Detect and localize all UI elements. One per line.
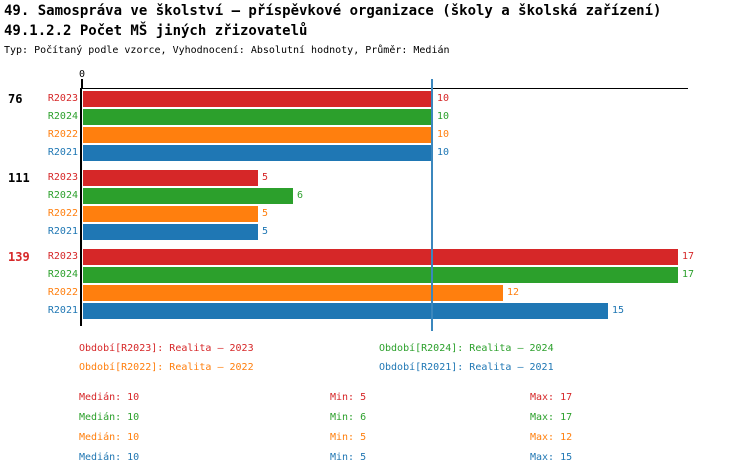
bar-value-label: 10 bbox=[437, 129, 450, 140]
stat-median-r2022: Medián: 10 bbox=[79, 432, 140, 443]
stat-max-r2021: Max: 15 bbox=[530, 452, 573, 463]
bar-value-label: 15 bbox=[612, 305, 625, 316]
bar-r2024 bbox=[83, 109, 433, 125]
bar-value-label: 5 bbox=[262, 172, 269, 183]
bar-series-label: R2021 bbox=[47, 226, 78, 237]
group-label: 139 bbox=[8, 250, 30, 264]
stat-min-r2023: Min: 5 bbox=[330, 392, 367, 403]
bar-value-label: 17 bbox=[682, 251, 695, 262]
bar-series-label: R2024 bbox=[47, 190, 78, 201]
bar-r2021 bbox=[83, 303, 608, 319]
bar-value-label: 10 bbox=[437, 111, 450, 122]
x-axis-line bbox=[82, 88, 688, 89]
bar-value-label: 17 bbox=[682, 269, 695, 280]
group-label: 111 bbox=[8, 171, 30, 185]
bar-series-label: R2022 bbox=[47, 129, 78, 140]
report-title-line2: 49.1.2.2 Počet MŠ jiných zřizovatelů bbox=[4, 23, 308, 39]
stat-max-r2022: Max: 12 bbox=[530, 432, 573, 443]
bar-r2021 bbox=[83, 224, 258, 240]
bar-r2023 bbox=[83, 170, 258, 186]
bar-r2024 bbox=[83, 188, 293, 204]
bar-value-label: 10 bbox=[437, 93, 450, 104]
bar-r2021 bbox=[83, 145, 433, 161]
stat-max-r2023: Max: 17 bbox=[530, 392, 573, 403]
stat-max-r2024: Max: 17 bbox=[530, 412, 573, 423]
legend-item-r2022: Období[R2022]: Realita – 2022 bbox=[79, 362, 254, 373]
stat-min-r2024: Min: 6 bbox=[330, 412, 367, 423]
bar-r2022 bbox=[83, 285, 503, 301]
bar-series-label: R2021 bbox=[47, 147, 78, 158]
bar-r2022 bbox=[83, 127, 433, 143]
report-subtitle: Typ: Počítaný podle vzorce, Vyhodnocení:… bbox=[4, 45, 450, 56]
stat-min-r2022: Min: 5 bbox=[330, 432, 367, 443]
median-line bbox=[431, 79, 433, 331]
legend-item-r2024: Období[R2024]: Realita – 2024 bbox=[379, 343, 554, 354]
stat-median-r2024: Medián: 10 bbox=[79, 412, 140, 423]
legend-item-r2021: Období[R2021]: Realita – 2021 bbox=[379, 362, 554, 373]
bar-value-label: 6 bbox=[297, 190, 304, 201]
y-axis-line bbox=[80, 88, 82, 326]
bar-r2024 bbox=[83, 267, 678, 283]
bar-r2022 bbox=[83, 206, 258, 222]
x-axis-zero-label: 0 bbox=[78, 69, 86, 80]
bar-series-label: R2022 bbox=[47, 208, 78, 219]
bar-value-label: 10 bbox=[437, 147, 450, 158]
bar-series-label: R2023 bbox=[47, 93, 78, 104]
bar-r2023 bbox=[83, 91, 433, 107]
bar-r2023 bbox=[83, 249, 678, 265]
report-title-line1: 49. Samospráva ve školství – příspěvkové… bbox=[4, 3, 662, 19]
bar-value-label: 12 bbox=[507, 287, 520, 298]
bar-value-label: 5 bbox=[262, 208, 269, 219]
bar-series-label: R2023 bbox=[47, 172, 78, 183]
x-axis-zero-tick bbox=[81, 79, 83, 88]
stat-median-r2021: Medián: 10 bbox=[79, 452, 140, 463]
bar-series-label: R2021 bbox=[47, 305, 78, 316]
stat-min-r2021: Min: 5 bbox=[330, 452, 367, 463]
bar-series-label: R2024 bbox=[47, 269, 78, 280]
stat-median-r2023: Medián: 10 bbox=[79, 392, 140, 403]
group-label: 76 bbox=[8, 92, 23, 106]
bar-series-label: R2023 bbox=[47, 251, 78, 262]
bar-series-label: R2022 bbox=[47, 287, 78, 298]
legend-item-r2023: Období[R2023]: Realita – 2023 bbox=[79, 343, 254, 354]
bar-series-label: R2024 bbox=[47, 111, 78, 122]
bar-value-label: 5 bbox=[262, 226, 269, 237]
